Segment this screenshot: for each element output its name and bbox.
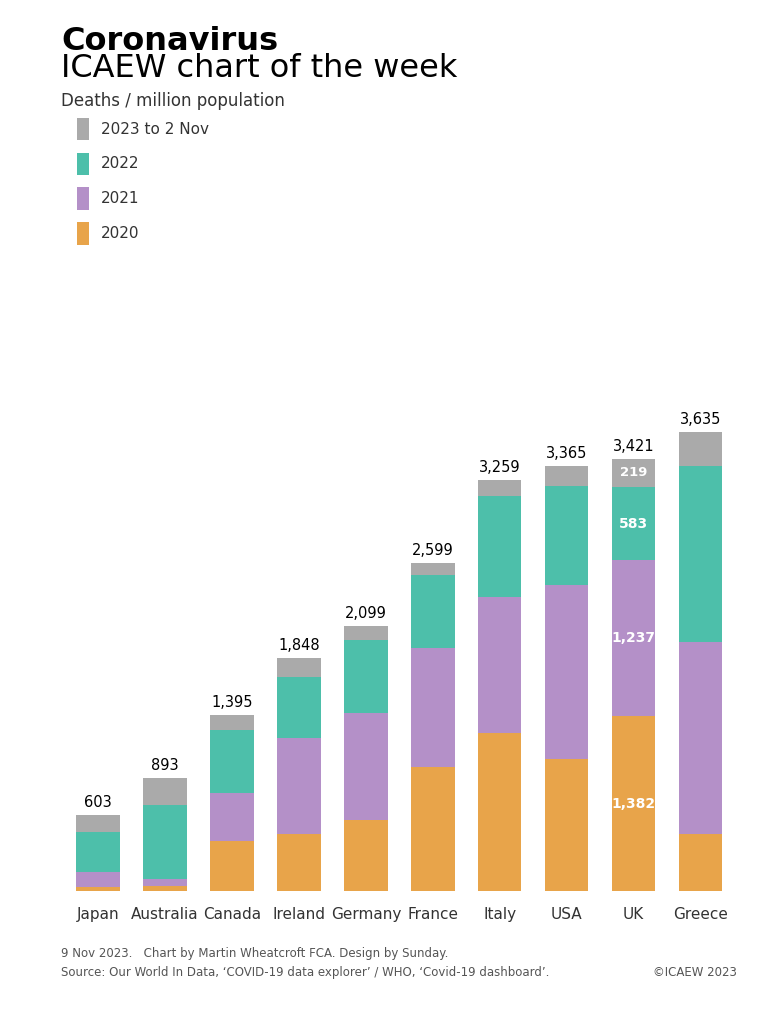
Bar	[612, 486, 655, 560]
Bar	[411, 575, 455, 648]
Text: 1,395: 1,395	[211, 694, 253, 710]
Bar	[210, 793, 253, 841]
Text: 3,635: 3,635	[680, 412, 721, 427]
Bar	[344, 819, 388, 891]
Bar	[612, 459, 655, 486]
Bar	[144, 778, 187, 805]
Bar	[478, 496, 521, 597]
Text: 1,848: 1,848	[278, 638, 319, 652]
Text: Source: Our World In Data, ‘COVID-19 data explorer’ / WHO, ‘Covid-19 dashboard’.: Source: Our World In Data, ‘COVID-19 dat…	[61, 966, 550, 979]
Text: 219: 219	[620, 466, 647, 479]
Bar	[277, 657, 321, 677]
Text: 2,599: 2,599	[412, 543, 454, 558]
Text: Deaths / million population: Deaths / million population	[61, 92, 286, 111]
Bar	[144, 805, 187, 880]
Bar	[344, 713, 388, 819]
Text: 9 Nov 2023.   Chart by Martin Wheatcroft FCA. Design by Sunday.: 9 Nov 2023. Chart by Martin Wheatcroft F…	[61, 947, 449, 961]
Bar	[210, 715, 253, 730]
Bar	[478, 597, 521, 733]
Text: ©ICAEW 2023: ©ICAEW 2023	[654, 966, 737, 979]
Bar	[545, 760, 588, 891]
Bar	[478, 479, 521, 496]
Bar	[344, 626, 388, 640]
Bar	[679, 834, 722, 891]
Text: 1,237: 1,237	[611, 632, 656, 645]
Text: 2020: 2020	[101, 226, 140, 241]
Bar	[277, 738, 321, 834]
Bar	[77, 833, 120, 872]
Text: 3,259: 3,259	[479, 460, 521, 474]
Bar	[478, 733, 521, 891]
Text: 2023 to 2 Nov: 2023 to 2 Nov	[101, 122, 209, 136]
Text: ICAEW chart of the week: ICAEW chart of the week	[61, 53, 458, 84]
Bar	[144, 880, 187, 887]
Bar	[545, 585, 588, 760]
Text: 2021: 2021	[101, 191, 140, 206]
Bar	[545, 466, 588, 486]
Bar	[679, 466, 722, 642]
Bar	[144, 887, 187, 891]
Bar	[612, 717, 655, 891]
Bar	[277, 834, 321, 891]
Bar	[679, 642, 722, 834]
Bar	[545, 486, 588, 585]
Text: 2,099: 2,099	[345, 606, 387, 621]
Text: 603: 603	[84, 795, 112, 810]
Bar	[679, 432, 722, 466]
Bar	[277, 677, 321, 738]
Bar	[77, 888, 120, 891]
Bar	[210, 730, 253, 793]
Text: 1,382: 1,382	[611, 797, 656, 811]
Text: Coronavirus: Coronavirus	[61, 26, 279, 56]
Text: 583: 583	[619, 516, 648, 530]
Bar	[77, 872, 120, 888]
Bar	[411, 767, 455, 891]
Text: 893: 893	[151, 758, 179, 773]
Text: 3,421: 3,421	[613, 439, 654, 454]
Bar	[612, 560, 655, 717]
Bar	[344, 640, 388, 713]
Bar	[77, 815, 120, 833]
Bar	[411, 648, 455, 767]
Text: 2022: 2022	[101, 157, 140, 171]
Text: 3,365: 3,365	[546, 446, 588, 461]
Bar	[411, 563, 455, 575]
Bar	[210, 841, 253, 891]
